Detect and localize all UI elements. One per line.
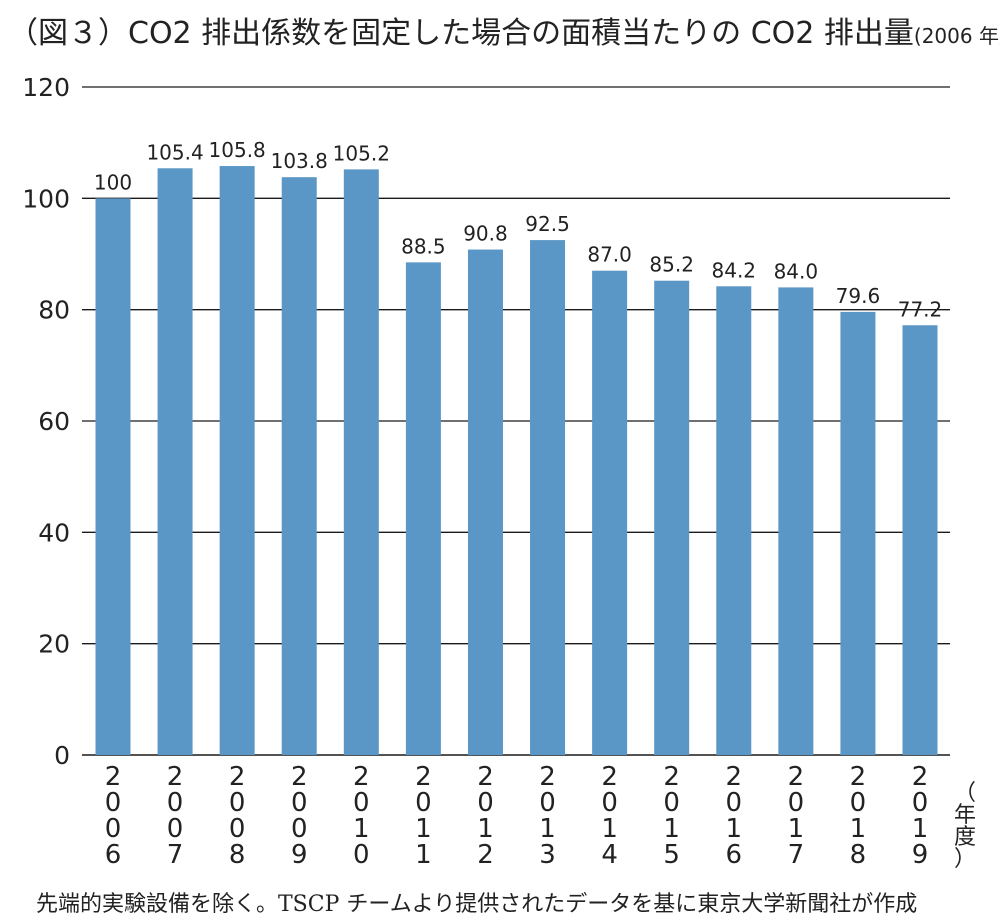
x-axis-label: （年度） [954,781,976,872]
value-label: 87.0 [587,243,632,267]
chart-title-text: （図３）CO2 排出係数を固定した場合の面積当たりの CO2 排出量 [8,16,914,51]
bar-2010 [343,169,379,756]
value-label: 84.0 [774,259,819,283]
value-label: 103.8 [271,149,328,173]
y-tick-label: 120 [22,73,70,102]
bar-2017 [778,287,814,755]
value-label: 79.6 [836,284,881,308]
bar-2014 [592,270,628,755]
y-tick-label: 60 [38,407,70,436]
bar-2012 [467,249,503,755]
bar-2006 [95,198,131,756]
value-label: 105.4 [146,140,203,164]
bar-2008 [219,166,255,756]
bar-2007 [157,168,193,756]
x-tick-labels: 2 0 0 6 2 0 0 7 2 0 0 8 2 0 0 9 2 0 1 0 2 0 1 1 2 0 1 2 2 0 1 3 2 0 1 4 2 0 1 5… [105,762,929,870]
bar-2019 [902,325,938,755]
value-label: 85.2 [649,253,694,277]
bar-2009 [281,177,317,755]
value-labels: 100 105.4 105.8 103.8 105.2 88.5 90.8 92.5 87.0 8… [94,138,942,321]
value-label: 105.8 [209,138,266,162]
bar-2016 [716,286,752,755]
y-tick-label: 80 [38,296,70,325]
y-tick-label: 0 [54,741,70,770]
x-axis-unit-label: （年度） [954,781,976,872]
y-tick-labels: 0 20 40 60 80 100 120 [22,73,70,770]
chart-title: （図３）CO2 排出係数を固定した場合の面積当たりの CO2 排出量(2006 … [8,8,1000,52]
value-label: 105.2 [333,141,390,165]
value-label: 77.2 [898,297,943,321]
chart-subtitle: (2006 年度比) [913,24,1000,48]
y-tick-label: 40 [38,518,70,547]
y-tick-label: 20 [38,630,70,659]
bar-2011 [405,262,441,755]
bars [95,166,938,756]
y-tick-label: 100 [22,184,70,213]
value-label: 90.8 [463,222,508,246]
bar-2013 [530,240,566,756]
value-label: 100 [94,170,132,194]
value-label: 84.2 [712,258,757,282]
bar-2018 [840,311,876,755]
bar-2015 [654,280,690,755]
source-note: 先端的実験設備を除く。TSCP チームより提供されたデータを基に東京大学新聞社が… [36,892,918,917]
grid-lines [82,86,950,756]
value-label: 92.5 [525,212,570,236]
value-label: 88.5 [401,234,446,258]
